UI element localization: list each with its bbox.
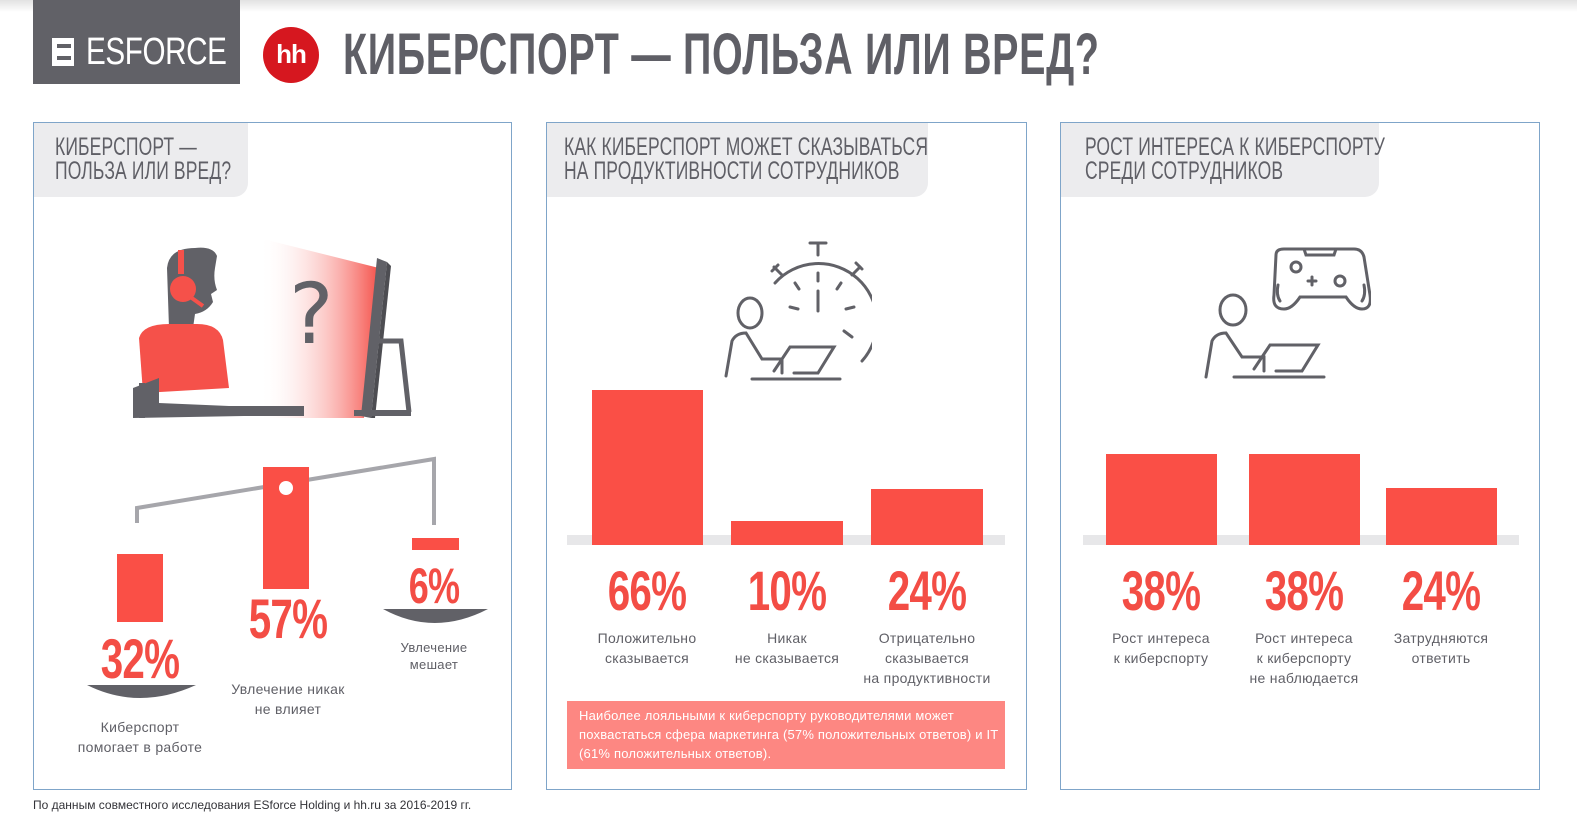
- panel-title-line1: КИБЕРСПОРТ —: [55, 133, 197, 161]
- pct-negative: 24%: [887, 559, 967, 622]
- label-no-growth: Рост интереса к киберспорту не наблюдает…: [1249, 630, 1359, 686]
- top-shadow: [0, 0, 1577, 12]
- pct-interest-growth: 38%: [1121, 559, 1201, 622]
- pct-no-growth: 38%: [1264, 559, 1344, 622]
- esforce-mark-icon: [52, 38, 78, 66]
- balance-scale-icon: [87, 456, 488, 698]
- bar-positive: [592, 390, 703, 545]
- svg-text:?: ?: [289, 265, 334, 363]
- panel-header: КАК КИБЕРСПОРТ МОЖЕТ СКАЗЫВАТЬСЯ НА ПРОД…: [547, 123, 928, 197]
- person-laptop-gamepad-icon: [1204, 247, 1371, 379]
- panel-productivity: КАК КИБЕРСПОРТ МОЖЕТ СКАЗЫВАТЬСЯ НА ПРОД…: [546, 122, 1027, 790]
- panel-title-line2: СРЕДИ СОТРУДНИКОВ: [1085, 157, 1284, 185]
- bar-interest-growth: [1106, 454, 1217, 545]
- bar-negative: [871, 489, 983, 545]
- bar-none: [731, 521, 843, 545]
- pct-none: 10%: [747, 559, 827, 622]
- hh-logo-icon: hh: [263, 27, 319, 83]
- esforce-logo-text: ESFORCE: [86, 31, 227, 73]
- panel-interest-growth: РОСТ ИНТЕРЕСА К КИБЕРСПОРТУ СРЕДИ СОТРУД…: [1060, 122, 1540, 790]
- label-hinders: Увлечение мешает: [400, 640, 468, 672]
- label-positive: Положительно сказывается: [597, 630, 697, 666]
- pct-hinders: 6%: [408, 558, 460, 614]
- panel-benefit-or-harm: КИБЕРСПОРТ — ПОЛЬЗА ИЛИ ВРЕД? ?: [33, 122, 512, 790]
- pct-helps: 32%: [100, 627, 180, 690]
- panel-header: РОСТ ИНТЕРЕСА К КИБЕРСПОРТУ СРЕДИ СОТРУД…: [1061, 123, 1385, 197]
- pct-no-effect: 57%: [248, 587, 328, 650]
- pct-positive: 66%: [607, 559, 687, 622]
- panel-header: КИБЕРСПОРТ — ПОЛЬЗА ИЛИ ВРЕД?: [34, 123, 248, 197]
- bar-no-growth: [1249, 454, 1360, 545]
- label-negative: Отрицательно сказывается на продуктивнос…: [863, 630, 991, 686]
- label-interest-growth: Рост интереса к киберспорту: [1112, 630, 1210, 666]
- label-helps: Киберспорт помогает в работе: [77, 719, 203, 755]
- panel-title-line2: НА ПРОДУКТИВНОСТИ СОТРУДНИКОВ: [564, 157, 900, 185]
- panel-title-line1: КАК КИБЕРСПОРТ МОЖЕТ СКАЗЫВАТЬСЯ: [564, 133, 929, 161]
- source-footnote: По данным совместного исследования ESfor…: [33, 798, 472, 812]
- panel-title-line1: РОСТ ИНТЕРЕСА К КИБЕРСПОРТУ: [1085, 133, 1385, 161]
- label-undecided: Затрудняются ответить: [1393, 630, 1489, 666]
- pct-undecided: 24%: [1401, 559, 1481, 622]
- person-laptop-stopwatch-icon: [724, 241, 872, 381]
- gamer-at-monitor-question-icon: ?: [133, 238, 412, 418]
- panel-title-line2: ПОЛЬЗА ИЛИ ВРЕД?: [55, 157, 232, 185]
- label-no-effect: Увлечение никак не влияет: [231, 681, 345, 717]
- insight-note: Наиболее лояльными к киберспорту руковод…: [567, 701, 1005, 769]
- page-title: КИБЕРСПОРТ — ПОЛЬЗА ИЛИ ВРЕД?: [343, 22, 1100, 87]
- bar-undecided: [1386, 488, 1497, 545]
- label-none: Никак не сказывается: [734, 630, 840, 666]
